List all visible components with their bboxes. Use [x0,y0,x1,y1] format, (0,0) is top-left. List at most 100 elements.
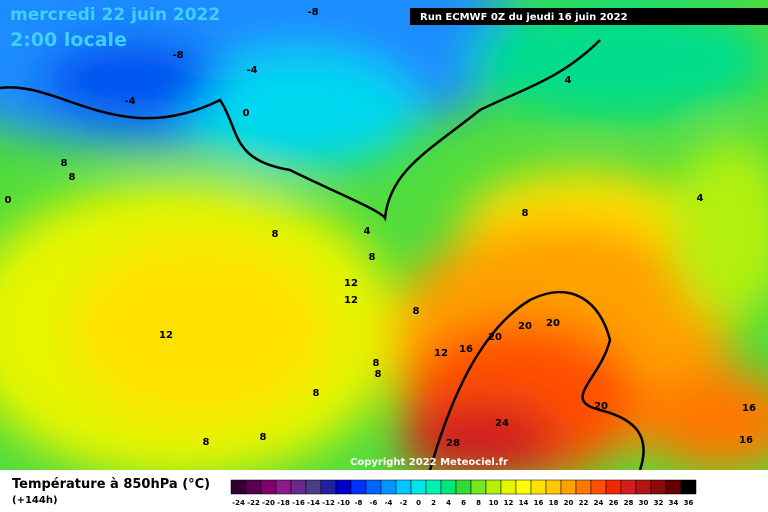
contour-label: 20 [546,318,560,329]
colorbar-label: -4 [385,499,393,507]
colorbar-label: -20 [262,499,275,507]
colorbar-label: -16 [292,499,305,507]
colorbar-label: 20 [564,499,574,507]
colorbar-swatch [590,479,607,495]
colorbar-label: -2 [400,499,408,507]
colorbar-label: -12 [322,499,335,507]
contour-label: -4 [246,65,257,76]
colorbar-label: 8 [476,499,481,507]
colorbar-swatch [365,479,382,495]
contour-label: 8 [369,252,376,263]
colorbar-label: 2 [431,499,436,507]
time: 2:00 locale [10,29,127,51]
contour-label: 8 [203,437,210,448]
contour-label: 8 [375,369,382,380]
colorbar-swatch [260,479,277,495]
contour-label: 16 [459,344,473,355]
contour-label: 28 [446,438,460,449]
colorbar-swatch [425,479,442,495]
contour-label: 12 [344,278,358,289]
colorbar-swatch [275,479,292,495]
colorbar-swatch [245,479,262,495]
colorbar-swatch [605,479,622,495]
colorbar-swatch [485,479,502,495]
colorbar-swatch [500,479,517,495]
contour-label: 4 [697,193,704,204]
contour-label: 8 [522,208,529,219]
colorbar-swatch [635,479,652,495]
colorbar-label: -10 [337,499,350,507]
contour-label: 8 [61,158,68,169]
contour-label: 12 [344,295,358,306]
colorbar-swatch [320,479,337,495]
lead-time: (+144h) [12,495,58,506]
colorbar-label: -14 [307,499,320,507]
colorbar-swatch [545,479,562,495]
run-info: Run ECMWF 0Z du jeudi 16 juin 2022 [420,12,628,23]
contour-label: 8 [69,172,76,183]
colorbar-swatch [455,479,472,495]
contour-label: 12 [434,348,448,359]
colorbar-swatch [665,479,682,495]
colorbar-swatch [515,479,532,495]
colorbar-swatch [620,479,637,495]
contour-label: 8 [373,358,380,369]
contour-label: -8 [307,7,318,18]
contour-label: 20 [518,321,532,332]
colorbar-swatch [335,479,352,495]
colorbar-label: 22 [579,499,589,507]
colorbar-label: 30 [639,499,649,507]
colorbar-swatch [230,479,247,495]
colorbar-label: 28 [624,499,634,507]
colorbar-swatch [530,479,547,495]
contour-label: 4 [565,75,572,86]
colorbar-swatch [395,479,412,495]
colorbar-label: 4 [446,499,451,507]
colorbar-swatch [350,479,367,495]
colorbar-label: 16 [534,499,544,507]
colorbar-label: 32 [654,499,664,507]
colorbar-swatch [410,479,427,495]
colorbar-swatch [380,479,397,495]
colorbar-label: 0 [416,499,421,507]
colorbar-swatch [575,479,592,495]
contour-label: 12 [159,330,173,341]
colorbar-label: 24 [594,499,604,507]
contour-label: 20 [594,401,608,412]
colorbar-label: 6 [461,499,466,507]
contour-label: -4 [124,96,135,107]
colorbar-swatch [470,479,487,495]
colorbar-swatch [560,479,577,495]
colorbar-label: 12 [504,499,514,507]
contour-label: 8 [272,229,279,240]
colorbar-label: -6 [370,499,378,507]
colorbar-label: -18 [277,499,290,507]
contour-label: 16 [739,435,753,446]
colorbar-swatch [680,479,697,495]
contour-label: 0 [5,195,12,206]
legend-title: Température à 850hPa (°C) [12,477,210,492]
colorbar-label: -22 [247,499,260,507]
contour-label: 16 [742,403,756,414]
colorbar-label: 18 [549,499,559,507]
colorbar-label: 36 [684,499,694,507]
contour-label: 4 [364,226,371,237]
colorbar-label: 34 [669,499,679,507]
colorbar-swatch [290,479,307,495]
colorbar-swatch [440,479,457,495]
temperature-field [0,0,768,470]
colorbar-label: 14 [519,499,529,507]
contour-label: 8 [413,306,420,317]
date: mercredi 22 juin 2022 [10,5,220,25]
colorbar-label: -24 [232,499,245,507]
contour-label: 20 [488,332,502,343]
copyright: Copyright 2022 Meteociel.fr [350,457,508,468]
colorbar-swatch [650,479,667,495]
contour-label: 24 [495,418,509,429]
colorbar-label: 10 [489,499,499,507]
colorbar-swatch [305,479,322,495]
contour-label: -8 [172,50,183,61]
contour-label: 0 [243,108,250,119]
